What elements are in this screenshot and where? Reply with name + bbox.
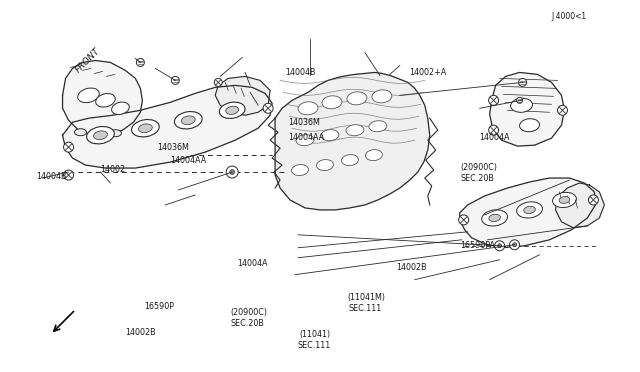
Circle shape — [498, 244, 502, 248]
Circle shape — [172, 76, 179, 84]
Ellipse shape — [482, 210, 508, 226]
Text: 16590PA: 16590PA — [461, 241, 495, 250]
Polygon shape — [63, 61, 142, 135]
Circle shape — [488, 125, 499, 135]
Circle shape — [214, 78, 222, 86]
Circle shape — [513, 243, 516, 247]
Polygon shape — [556, 183, 604, 228]
Ellipse shape — [109, 130, 122, 137]
Circle shape — [263, 103, 273, 113]
Circle shape — [518, 78, 527, 86]
Ellipse shape — [516, 202, 543, 218]
Ellipse shape — [322, 96, 342, 109]
Polygon shape — [215, 76, 270, 115]
Circle shape — [136, 58, 145, 67]
Text: FRONT: FRONT — [74, 46, 102, 74]
Text: SEC.111: SEC.111 — [298, 341, 331, 350]
Ellipse shape — [175, 112, 202, 129]
Ellipse shape — [138, 124, 152, 132]
Text: J 4000<1: J 4000<1 — [551, 12, 586, 21]
Ellipse shape — [365, 150, 382, 161]
Ellipse shape — [96, 93, 115, 107]
Ellipse shape — [132, 119, 159, 137]
Ellipse shape — [321, 130, 339, 141]
Polygon shape — [490, 73, 564, 146]
Text: (20900C): (20900C) — [461, 163, 497, 172]
Ellipse shape — [559, 196, 570, 203]
Ellipse shape — [86, 126, 115, 144]
Ellipse shape — [520, 119, 540, 132]
Text: 14004A: 14004A — [237, 259, 268, 268]
Ellipse shape — [342, 155, 358, 166]
Polygon shape — [63, 86, 272, 168]
Ellipse shape — [317, 160, 333, 171]
Ellipse shape — [298, 102, 318, 115]
Ellipse shape — [552, 192, 577, 208]
Circle shape — [495, 241, 504, 251]
Circle shape — [588, 195, 598, 205]
Ellipse shape — [511, 98, 532, 112]
Ellipse shape — [93, 131, 108, 140]
Ellipse shape — [369, 121, 387, 132]
Text: (11041): (11041) — [300, 330, 331, 339]
Circle shape — [488, 95, 499, 105]
Ellipse shape — [77, 88, 99, 103]
Ellipse shape — [111, 102, 129, 115]
Circle shape — [230, 170, 235, 174]
Text: 14002B: 14002B — [397, 263, 428, 272]
Text: SEC.20B: SEC.20B — [461, 174, 494, 183]
Ellipse shape — [296, 135, 314, 146]
Text: SEC.111: SEC.111 — [349, 304, 382, 313]
Ellipse shape — [524, 206, 535, 214]
Polygon shape — [460, 178, 595, 248]
Ellipse shape — [489, 214, 500, 221]
Text: 14002: 14002 — [100, 165, 125, 174]
Ellipse shape — [220, 102, 245, 118]
Circle shape — [459, 215, 468, 225]
Text: SEC.20B: SEC.20B — [230, 319, 264, 328]
Circle shape — [509, 240, 520, 250]
Text: 14004A: 14004A — [479, 133, 510, 142]
Text: 14002B: 14002B — [125, 328, 156, 337]
Ellipse shape — [226, 106, 239, 114]
Text: 14002+A: 14002+A — [410, 68, 447, 77]
Circle shape — [516, 97, 522, 103]
Polygon shape — [275, 73, 430, 210]
Text: 14036M: 14036M — [288, 119, 320, 128]
Text: (11041M): (11041M) — [348, 293, 385, 302]
Text: 14004AA: 14004AA — [170, 155, 206, 164]
Circle shape — [63, 142, 74, 152]
Circle shape — [63, 170, 74, 180]
Circle shape — [226, 166, 238, 178]
Ellipse shape — [372, 90, 392, 103]
Ellipse shape — [74, 129, 86, 136]
Ellipse shape — [181, 116, 195, 125]
Circle shape — [557, 105, 568, 115]
Ellipse shape — [347, 92, 367, 105]
Text: 14004B: 14004B — [36, 172, 67, 181]
Text: 14036M: 14036M — [157, 142, 189, 151]
Text: 16590P: 16590P — [145, 302, 174, 311]
Text: 14004AA: 14004AA — [288, 133, 324, 142]
Ellipse shape — [292, 164, 308, 176]
Ellipse shape — [346, 125, 364, 136]
Text: (20900C): (20900C) — [230, 308, 268, 317]
Text: 14004B: 14004B — [285, 68, 316, 77]
